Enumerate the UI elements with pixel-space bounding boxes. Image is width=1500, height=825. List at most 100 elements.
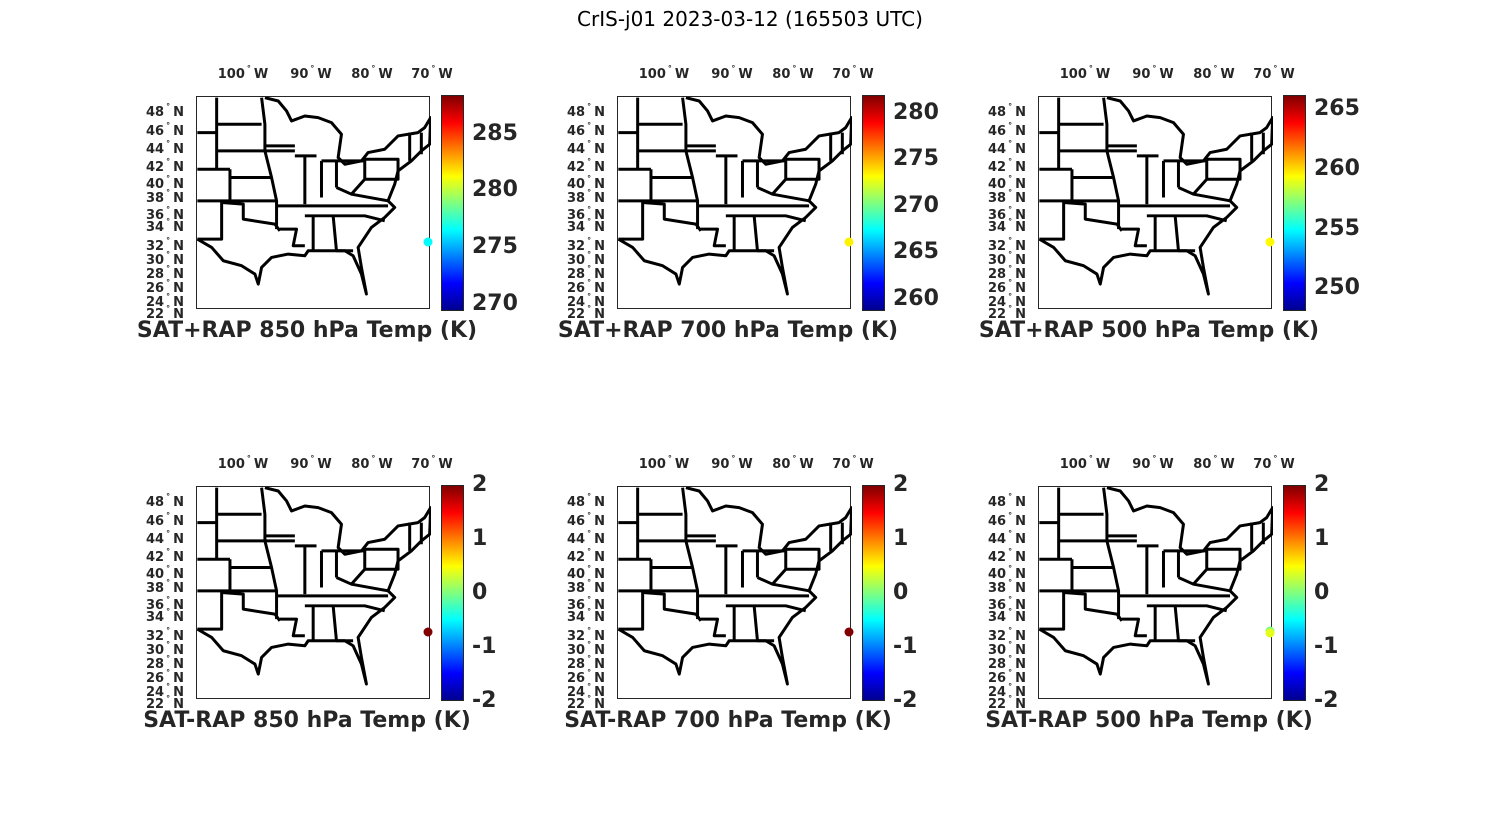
lat-tick-label: 38 ° N <box>146 188 184 206</box>
panel-title: SAT+RAP 500 hPa Temp (K) <box>978 318 1320 343</box>
lat-tick-label: 26 ° N <box>988 668 1026 686</box>
colorbar-tick-label: 250 <box>1314 275 1360 301</box>
lat-tick-label: 38 ° N <box>567 578 605 596</box>
lat-tick-label: 42 ° N <box>988 547 1026 565</box>
lat-tick-label: 30 ° N <box>146 640 184 658</box>
lat-tick-label: 22 ° N <box>988 694 1026 712</box>
lon-tick-label: 80 ° W <box>351 454 393 472</box>
lon-tick-label: 80 ° W <box>351 64 393 82</box>
lon-tick-label: 100 ° W <box>1059 64 1111 82</box>
lat-tick-label: 22 ° N <box>988 304 1026 322</box>
lon-tick-label: 80 ° W <box>1193 64 1235 82</box>
lat-tick-label: 44 ° N <box>146 529 184 547</box>
lat-tick-label: 36 ° N <box>988 595 1026 613</box>
map-axes <box>1038 96 1275 309</box>
lat-tick-label: 34 ° N <box>988 607 1026 625</box>
colorbar-tick-label: -2 <box>1314 688 1339 713</box>
colorbar-tick-label: 2 <box>472 472 488 497</box>
lat-tick-label: 40 ° N <box>988 174 1026 192</box>
colorbar-tick-label: -1 <box>472 634 497 659</box>
colorbar-tick-label: 260 <box>1314 155 1360 181</box>
lat-tick-label: 38 ° N <box>146 578 184 596</box>
lat-tick-label: 48 ° N <box>567 102 605 120</box>
lat-tick-label: 46 ° N <box>567 121 605 139</box>
map-panel: 48 ° N 46 ° N 44 ° N 42 ° N 40 ° N 38 ° N 36 ° N 34 ° N 32 ° N 30 ° N… <box>985 454 1500 786</box>
colorbar <box>862 95 885 311</box>
lat-tick-label: 44 ° N <box>988 139 1026 157</box>
map-axes <box>196 96 433 309</box>
lat-tick-label: 44 ° N <box>567 529 605 547</box>
colorbar-tick-label: 1 <box>472 526 488 551</box>
lon-tick-label: 90 ° W <box>1132 64 1174 82</box>
colorbar-tick-label: 0 <box>893 580 909 605</box>
colorbar <box>441 485 464 701</box>
lat-tick-label: 32 ° N <box>988 626 1026 644</box>
us-state-map <box>197 97 431 296</box>
lat-tick-label: 40 ° N <box>567 564 605 582</box>
lat-tick-label: 32 ° N <box>146 626 184 644</box>
lat-tick-label: 46 ° N <box>988 121 1026 139</box>
colorbar-tick-label: 265 <box>893 239 939 265</box>
lat-tick-label: 30 ° N <box>988 640 1026 658</box>
lat-tick-label: 34 ° N <box>988 217 1026 235</box>
lat-tick-label: 28 ° N <box>567 654 605 672</box>
colorbar-tick-label: -2 <box>893 688 918 713</box>
colorbar-tick-label: 270 <box>893 192 939 218</box>
lat-tick-label: 46 ° N <box>146 511 184 529</box>
lon-tick-label: 100 ° W <box>638 64 690 82</box>
lat-tick-label: 28 ° N <box>988 264 1026 282</box>
lon-tick-label: 90 ° W <box>1132 454 1174 472</box>
lat-tick-label: 34 ° N <box>567 607 605 625</box>
lat-tick-label: 24 ° N <box>988 292 1026 310</box>
lat-tick-label: 30 ° N <box>567 640 605 658</box>
colorbar-tick-label: 1 <box>1314 526 1330 551</box>
colorbar-tick-label: -1 <box>893 634 918 659</box>
lon-tick-label: 80 ° W <box>772 454 814 472</box>
colorbar-tick-label: -1 <box>1314 634 1339 659</box>
lat-tick-label: 26 ° N <box>567 278 605 296</box>
colorbar <box>862 485 885 701</box>
colorbar-tick-label: 265 <box>1314 96 1360 122</box>
map-panel: 48 ° N 46 ° N 44 ° N 42 ° N 40 ° N 38 ° N 36 ° N 34 ° N 32 ° N 30 ° N… <box>979 64 1500 396</box>
lat-tick-label: 46 ° N <box>567 511 605 529</box>
lat-tick-label: 32 ° N <box>146 236 184 254</box>
map-panel: 48 ° N 46 ° N 44 ° N 42 ° N 40 ° N 38 ° N 36 ° N 34 ° N 32 ° N 30 ° N… <box>137 64 696 396</box>
data-point <box>423 627 433 637</box>
lat-tick-label: 24 ° N <box>567 682 605 700</box>
panel-title: SAT-RAP 850 hPa Temp (K) <box>143 708 471 733</box>
lat-tick-label: 38 ° N <box>988 578 1026 596</box>
lat-tick-label: 42 ° N <box>146 157 184 175</box>
lat-tick-label: 46 ° N <box>146 121 184 139</box>
lat-tick-label: 40 ° N <box>567 174 605 192</box>
colorbar <box>441 95 464 311</box>
lat-tick-label: 22 ° N <box>567 304 605 322</box>
colorbar-tick-label: 260 <box>893 285 939 311</box>
data-point <box>1265 628 1275 638</box>
lat-tick-label: 36 ° N <box>567 595 605 613</box>
lon-tick-label: 90 ° W <box>290 454 332 472</box>
colorbar-tick-label: 270 <box>472 291 518 317</box>
lon-tick-label: 80 ° W <box>1193 454 1235 472</box>
lat-tick-label: 28 ° N <box>146 654 184 672</box>
lon-tick-label: 90 ° W <box>290 64 332 82</box>
colorbar-tick-label: 0 <box>1314 580 1330 605</box>
lat-tick-label: 26 ° N <box>146 278 184 296</box>
lat-tick-label: 26 ° N <box>567 668 605 686</box>
lat-tick-label: 48 ° N <box>146 102 184 120</box>
lon-tick-label: 100 ° W <box>217 64 269 82</box>
lat-tick-label: 32 ° N <box>988 236 1026 254</box>
map-axes <box>1038 486 1275 699</box>
lat-tick-label: 24 ° N <box>146 292 184 310</box>
lat-tick-label: 42 ° N <box>146 547 184 565</box>
lat-tick-label: 34 ° N <box>567 217 605 235</box>
lat-tick-label: 36 ° N <box>146 205 184 223</box>
lon-tick-label: 70 ° W <box>1253 454 1295 472</box>
lat-tick-label: 38 ° N <box>567 188 605 206</box>
map-panel: 48 ° N 46 ° N 44 ° N 42 ° N 40 ° N 38 ° N 36 ° N 34 ° N 32 ° N 30 ° N… <box>558 64 1117 396</box>
lat-tick-label: 38 ° N <box>988 188 1026 206</box>
lon-tick-label: 80 ° W <box>772 64 814 82</box>
colorbar-tick-label: 2 <box>893 472 909 497</box>
map-axes <box>617 486 854 699</box>
colorbar <box>1283 95 1306 311</box>
lat-tick-label: 44 ° N <box>567 139 605 157</box>
